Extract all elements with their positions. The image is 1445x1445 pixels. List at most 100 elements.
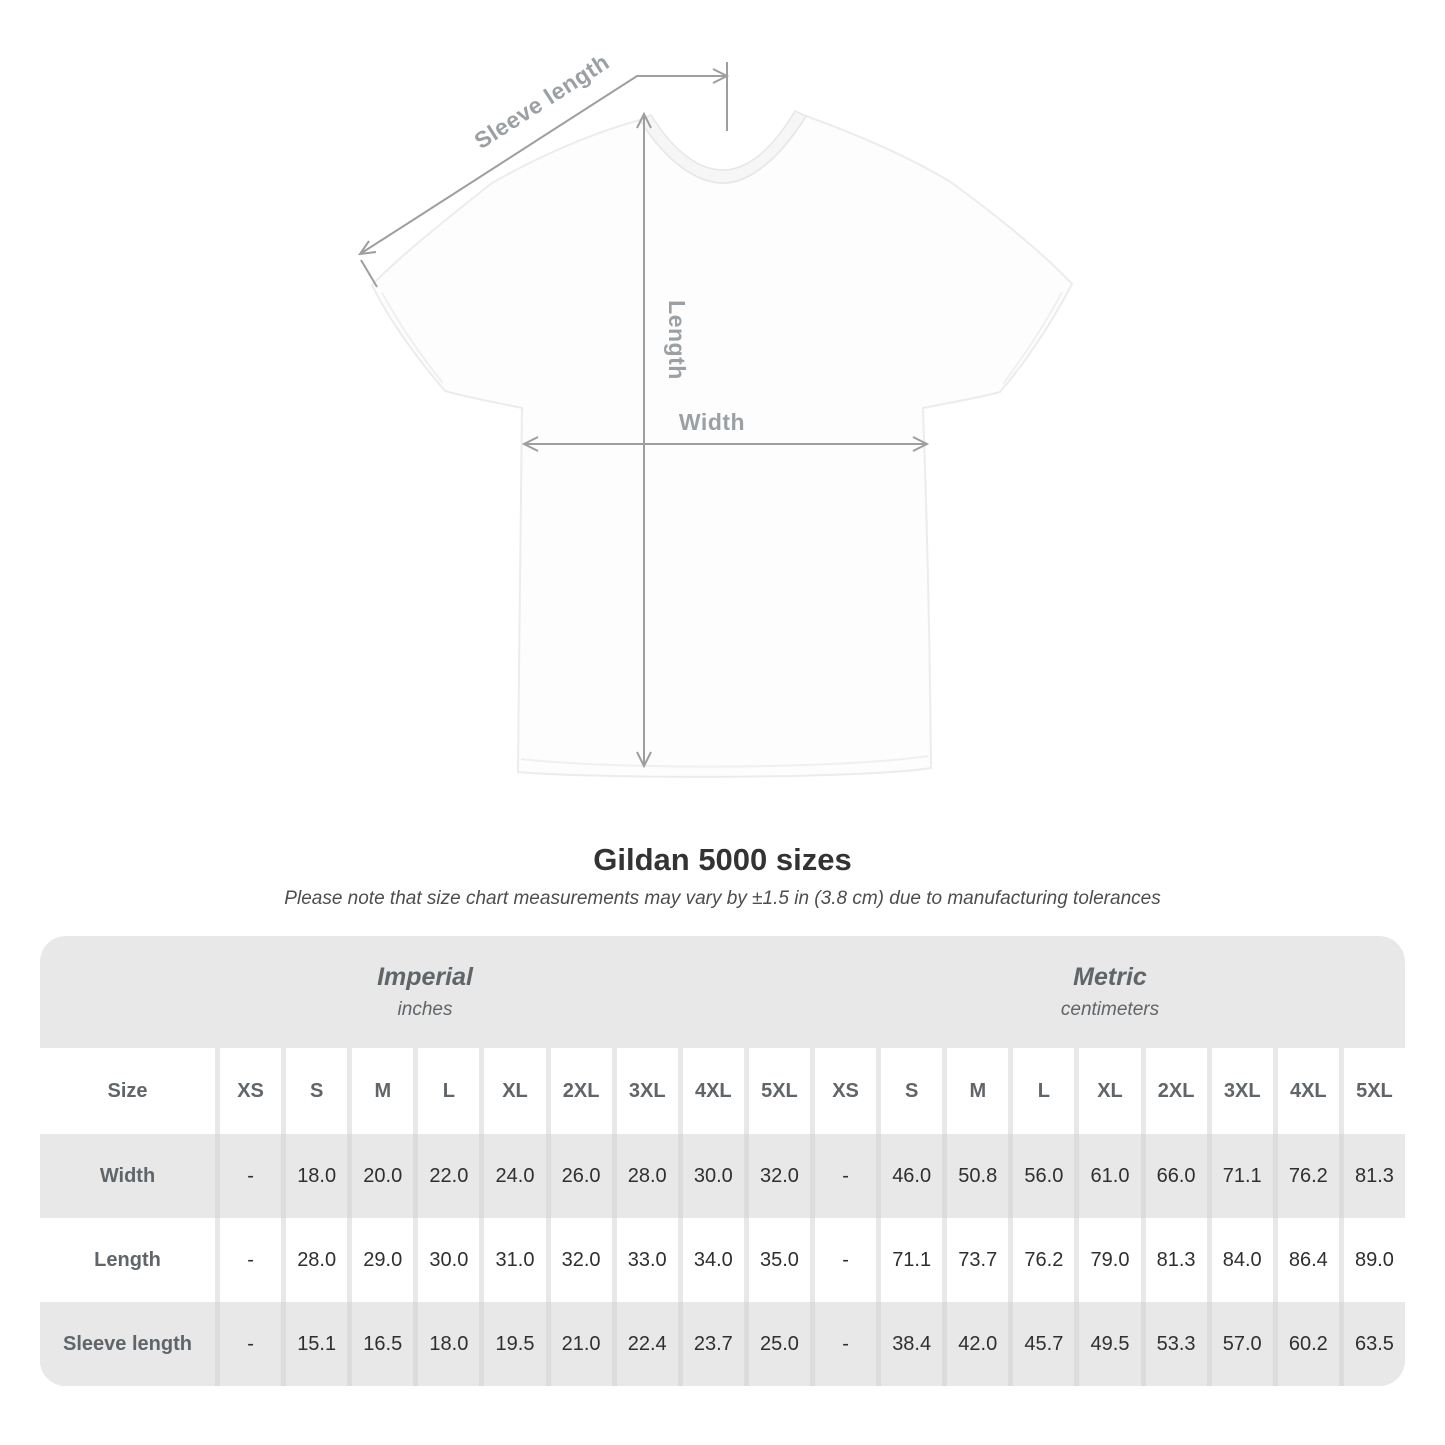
value-cell: 50.8 bbox=[947, 1134, 1009, 1218]
value-cell: 71.1 bbox=[1211, 1134, 1273, 1218]
size-col-header: XS bbox=[814, 1048, 877, 1134]
value-cell: 60.2 bbox=[1277, 1302, 1339, 1386]
value-cell: 16.5 bbox=[352, 1302, 414, 1386]
page-subtitle: Please note that size chart measurements… bbox=[284, 888, 1161, 909]
value-cell: 84.0 bbox=[1211, 1218, 1273, 1302]
length-label: Length bbox=[664, 300, 690, 380]
value-cell: 18.0 bbox=[418, 1302, 480, 1386]
size-col-header: 2XL bbox=[1145, 1048, 1207, 1134]
value-cell: 45.7 bbox=[1013, 1302, 1075, 1386]
value-cell: 73.7 bbox=[947, 1218, 1009, 1302]
row-label: Width bbox=[40, 1134, 215, 1218]
value-cell: 86.4 bbox=[1277, 1218, 1339, 1302]
value-cell: 81.3 bbox=[1145, 1218, 1207, 1302]
width-arrow bbox=[521, 436, 930, 452]
page-title: Gildan 5000 sizes bbox=[593, 842, 852, 877]
value-cell: 76.2 bbox=[1277, 1134, 1339, 1218]
tshirt-sleeve-hem-right bbox=[1002, 291, 1063, 385]
value-cell: - bbox=[814, 1218, 877, 1302]
size-col-header: S bbox=[286, 1048, 348, 1134]
size-col-header: 3XL bbox=[616, 1048, 678, 1134]
value-cell: 29.0 bbox=[352, 1218, 414, 1302]
size-col-header: M bbox=[352, 1048, 414, 1134]
size-col-header: M bbox=[947, 1048, 1009, 1134]
width-label: Width bbox=[679, 409, 745, 435]
unit-name: Metric bbox=[1073, 963, 1147, 991]
value-cell: 26.0 bbox=[550, 1134, 612, 1218]
value-cell: 18.0 bbox=[286, 1134, 348, 1218]
size-col-header: 5XL bbox=[748, 1048, 810, 1134]
value-cell: 79.0 bbox=[1079, 1218, 1141, 1302]
unit-header-row: Imperial inches Metric centimeters bbox=[40, 936, 1405, 1048]
value-cell: 20.0 bbox=[352, 1134, 414, 1218]
unit-group-metric: Metric centimeters bbox=[815, 936, 1405, 1048]
value-cell: 42.0 bbox=[947, 1302, 1009, 1386]
value-cell: 22.0 bbox=[418, 1134, 480, 1218]
value-cell: 33.0 bbox=[616, 1218, 678, 1302]
value-cell: - bbox=[220, 1218, 282, 1302]
value-cell: 28.0 bbox=[616, 1134, 678, 1218]
value-cell: 28.0 bbox=[286, 1218, 348, 1302]
value-cell: 23.7 bbox=[682, 1302, 744, 1386]
size-col-header: 2XL bbox=[550, 1048, 612, 1134]
value-cell: 30.0 bbox=[418, 1218, 480, 1302]
row-label: Length bbox=[40, 1218, 215, 1302]
value-cell: 56.0 bbox=[1013, 1134, 1075, 1218]
value-cell: 81.3 bbox=[1343, 1134, 1405, 1218]
size-col-header: XL bbox=[484, 1048, 546, 1134]
value-cell: 30.0 bbox=[682, 1134, 744, 1218]
tshirt-diagram-svg: Sleeve length Length Width bbox=[357, 49, 1074, 778]
tshirt-sleeve-hem-left bbox=[381, 292, 444, 384]
sleeve-length-arrow bbox=[357, 62, 730, 288]
value-cell: 46.0 bbox=[881, 1134, 943, 1218]
value-cell: 34.0 bbox=[682, 1218, 744, 1302]
size-col-header: 5XL bbox=[1343, 1048, 1405, 1134]
value-cell: 63.5 bbox=[1343, 1302, 1405, 1386]
value-cell: 32.0 bbox=[550, 1218, 612, 1302]
value-cell: 71.1 bbox=[881, 1218, 943, 1302]
unit-sub: inches bbox=[397, 999, 453, 1020]
size-col-header: S bbox=[881, 1048, 943, 1134]
value-cell: 38.4 bbox=[881, 1302, 943, 1386]
size-col-header: XL bbox=[1079, 1048, 1141, 1134]
dimension-lines bbox=[357, 62, 930, 769]
tshirt-diagram: Sleeve length Length Width bbox=[357, 49, 1074, 778]
size-col-header: L bbox=[1013, 1048, 1075, 1134]
size-col-header: 4XL bbox=[1277, 1048, 1339, 1134]
value-cell: 19.5 bbox=[484, 1302, 546, 1386]
value-cell: 57.0 bbox=[1211, 1302, 1273, 1386]
value-cell: - bbox=[814, 1134, 877, 1218]
size-col-header: 4XL bbox=[682, 1048, 744, 1134]
value-cell: 15.1 bbox=[286, 1302, 348, 1386]
value-cell: 35.0 bbox=[748, 1218, 810, 1302]
size-header-label: Size bbox=[40, 1048, 215, 1134]
value-cell: - bbox=[220, 1134, 282, 1218]
size-col-header: XS bbox=[220, 1048, 282, 1134]
value-cell: 22.4 bbox=[616, 1302, 678, 1386]
value-cell: 53.3 bbox=[1145, 1302, 1207, 1386]
table-row-width: Width - 18.0 20.0 22.0 24.0 26.0 28.0 30… bbox=[40, 1134, 1405, 1218]
value-cell: 31.0 bbox=[484, 1218, 546, 1302]
value-cell: 66.0 bbox=[1145, 1134, 1207, 1218]
row-label: Sleeve length bbox=[40, 1302, 215, 1386]
tshirt-bottom-hem bbox=[520, 755, 929, 768]
table-row-sleeve-length: Sleeve length - 15.1 16.5 18.0 19.5 21.0… bbox=[40, 1302, 1405, 1386]
unit-sub: centimeters bbox=[1060, 999, 1160, 1020]
unit-group-imperial: Imperial inches bbox=[40, 936, 810, 1048]
value-cell: 61.0 bbox=[1079, 1134, 1141, 1218]
size-col-header: L bbox=[418, 1048, 480, 1134]
value-cell: - bbox=[814, 1302, 877, 1386]
size-table: Imperial inches Metric centimeters Size … bbox=[40, 936, 1405, 1386]
value-cell: 89.0 bbox=[1343, 1218, 1405, 1302]
tshirt-image bbox=[370, 110, 1074, 778]
size-col-header: 3XL bbox=[1211, 1048, 1273, 1134]
tshirt-collar bbox=[638, 110, 808, 184]
value-cell: - bbox=[220, 1302, 282, 1386]
value-cell: 32.0 bbox=[748, 1134, 810, 1218]
value-cell: 49.5 bbox=[1079, 1302, 1141, 1386]
value-cell: 24.0 bbox=[484, 1134, 546, 1218]
value-cell: 25.0 bbox=[748, 1302, 810, 1386]
table-row-length: Length - 28.0 29.0 30.0 31.0 32.0 33.0 3… bbox=[40, 1218, 1405, 1302]
value-cell: 21.0 bbox=[550, 1302, 612, 1386]
